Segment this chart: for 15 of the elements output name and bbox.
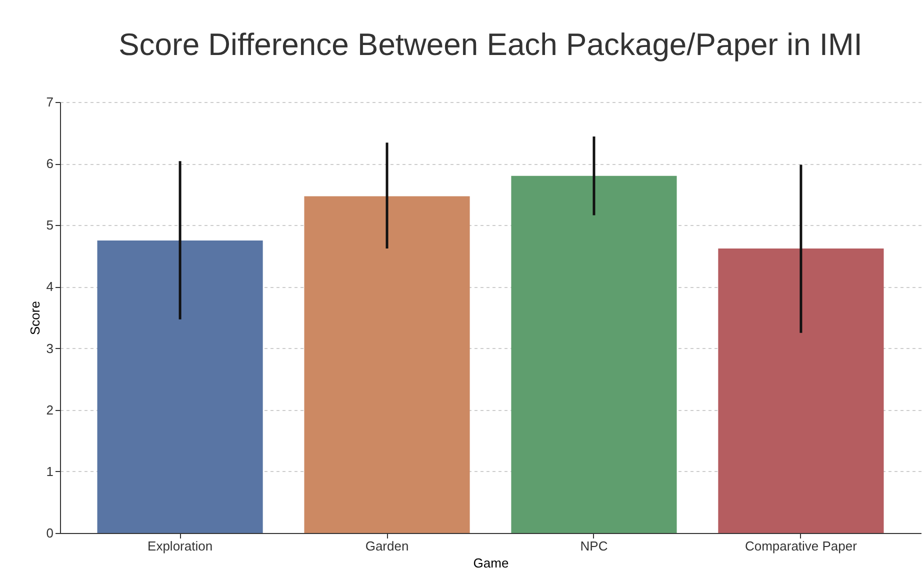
y-tick-label: 2	[46, 402, 54, 418]
x-tick-label: Garden	[365, 538, 409, 554]
y-tick-label: 1	[46, 464, 54, 479]
y-tick-label: 4	[46, 279, 54, 294]
y-tick-label: 0	[46, 526, 54, 540]
y-axis-title: Score	[27, 301, 42, 335]
y-tick-label: 6	[46, 156, 54, 172]
chart-title: Score Difference Between Each Package/Paper in IMI	[118, 27, 862, 62]
x-tick-label: Exploration	[148, 538, 213, 554]
y-tick-label: 3	[46, 340, 54, 356]
y-tick-label: 5	[46, 218, 54, 233]
y-tick-label: 7	[46, 94, 54, 110]
x-tick-label: Comparative Paper	[744, 538, 858, 554]
x-tick-label: NPC	[580, 538, 608, 554]
x-axis-title: Game	[473, 556, 509, 570]
